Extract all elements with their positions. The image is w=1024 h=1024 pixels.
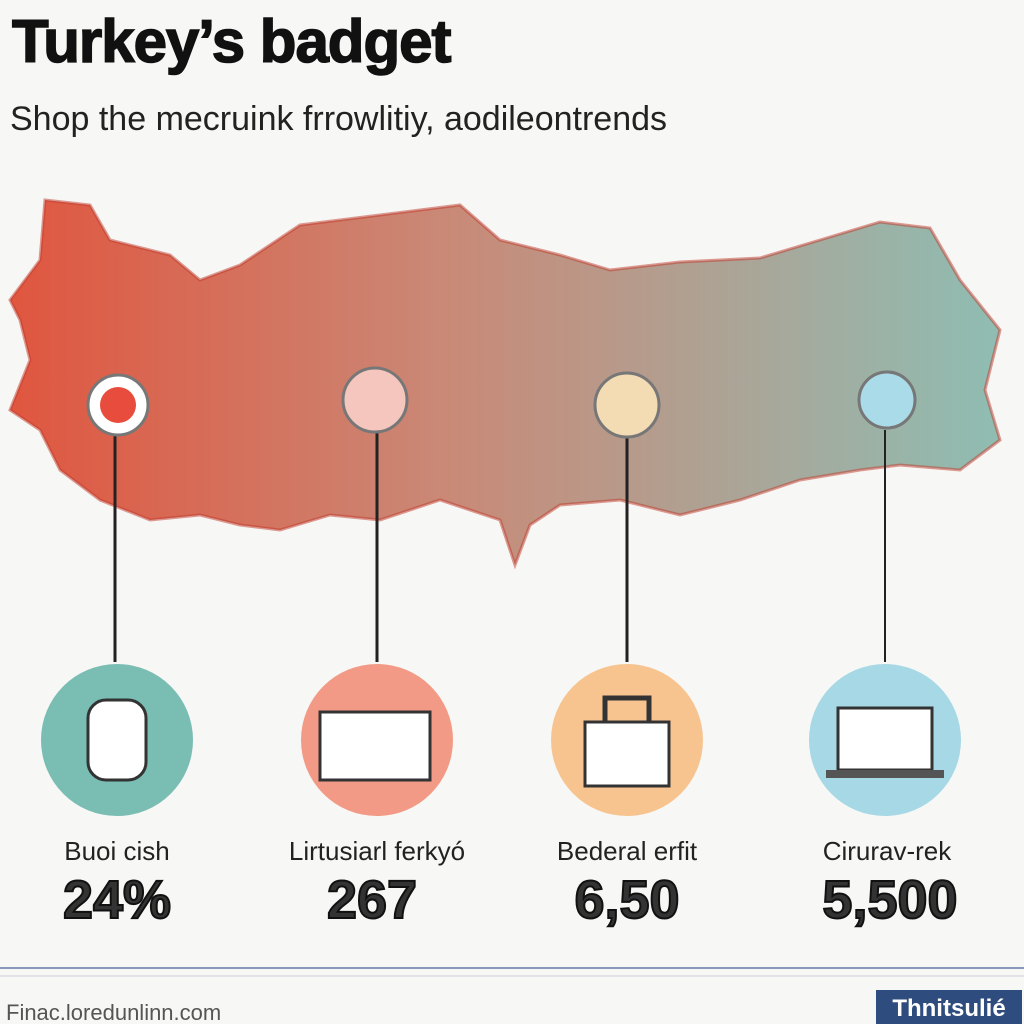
pin-head	[857, 370, 917, 430]
map	[8, 198, 1002, 570]
icon	[318, 710, 432, 782]
stat-value: 267	[327, 870, 417, 930]
pins	[113, 430, 886, 662]
stat-label: Buoi cish	[64, 836, 170, 866]
stat-label: Lirtusiarl ferkyó	[289, 836, 465, 866]
stat-value: 6,50	[574, 870, 679, 930]
icon	[602, 695, 652, 722]
icon	[826, 770, 944, 778]
icon	[836, 706, 934, 772]
source: Finac.loredunlinn.com	[6, 1000, 221, 1024]
pin-heads	[86, 366, 917, 439]
stat-value: 5,500	[822, 870, 957, 930]
icon	[583, 720, 671, 788]
badge-text: Thnitsulié	[892, 995, 1005, 1022]
subtitle: Shop the mecruink frrowlitiy, aodileontr…	[10, 100, 667, 138]
badge	[876, 990, 1022, 1024]
title: Turkey’s badget	[12, 8, 451, 75]
stat-label: Cirurav-rek	[823, 836, 953, 866]
icon	[86, 698, 148, 782]
stat-label: Bederal erfit	[557, 836, 698, 866]
pin-head	[593, 371, 661, 439]
stat-value: 24%	[63, 870, 171, 930]
pin-head	[341, 366, 409, 434]
pin-icon	[100, 387, 136, 423]
